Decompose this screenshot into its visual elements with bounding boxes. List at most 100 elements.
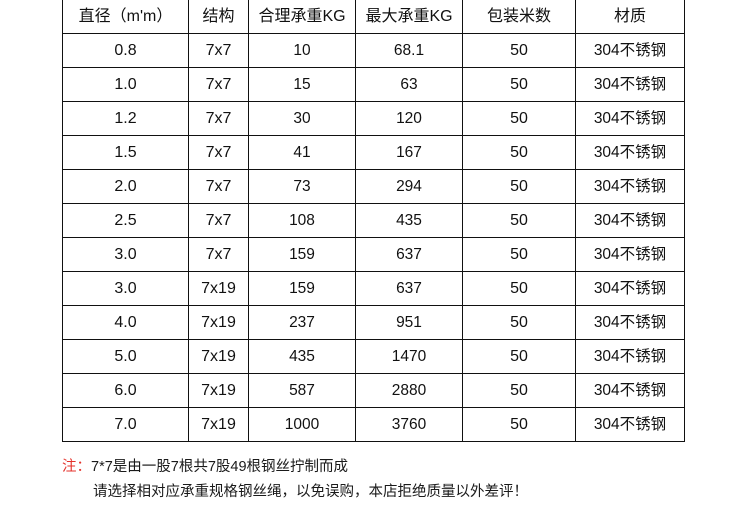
cell-diameter: 1.0 — [62, 67, 189, 102]
cell-material: 304不锈钢 — [575, 305, 685, 340]
cell-safe-load: 15 — [248, 67, 356, 102]
cell-diameter: 7.0 — [62, 407, 189, 442]
cell-structure: 7x19 — [188, 305, 249, 340]
table-row: 0.8 7x7 10 68.1 50 304不锈钢 — [62, 33, 685, 68]
cell-pack: 50 — [462, 373, 576, 408]
table-row: 1.5 7x7 41 167 50 304不锈钢 — [62, 135, 685, 170]
table-row: 3.0 7x19 159 637 50 304不锈钢 — [62, 271, 685, 306]
cell-pack: 50 — [462, 169, 576, 204]
cell-material: 304不锈钢 — [575, 135, 685, 170]
cell-material: 304不锈钢 — [575, 339, 685, 374]
cell-safe-load: 159 — [248, 271, 356, 306]
column-header-structure: 结构 — [188, 0, 249, 34]
cell-structure: 7x7 — [188, 33, 249, 68]
cell-diameter: 1.2 — [62, 101, 189, 136]
cell-max-load: 2880 — [355, 373, 463, 408]
cell-material: 304不锈钢 — [575, 407, 685, 442]
cell-pack: 50 — [462, 67, 576, 102]
cell-safe-load: 73 — [248, 169, 356, 204]
cell-diameter: 3.0 — [62, 237, 189, 272]
cell-material: 304不锈钢 — [575, 203, 685, 238]
note-label: 注： — [62, 459, 91, 475]
cell-diameter: 6.0 — [62, 373, 189, 408]
cell-safe-load: 237 — [248, 305, 356, 340]
cell-max-load: 951 — [355, 305, 463, 340]
cell-material: 304不锈钢 — [575, 67, 685, 102]
cell-pack: 50 — [462, 271, 576, 306]
cell-material: 304不锈钢 — [575, 169, 685, 204]
cell-max-load: 167 — [355, 135, 463, 170]
cell-diameter: 2.5 — [62, 203, 189, 238]
cell-max-load: 120 — [355, 101, 463, 136]
cell-pack: 50 — [462, 407, 576, 442]
table-row: 2.5 7x7 108 435 50 304不锈钢 — [62, 203, 685, 238]
cell-structure: 7x19 — [188, 339, 249, 374]
cell-structure: 7x7 — [188, 67, 249, 102]
cell-safe-load: 159 — [248, 237, 356, 272]
table-row: 7.0 7x19 1000 3760 50 304不锈钢 — [62, 407, 685, 442]
cell-structure: 7x7 — [188, 169, 249, 204]
cell-structure: 7x7 — [188, 135, 249, 170]
cell-pack: 50 — [462, 339, 576, 374]
column-header-safe-load: 合理承重KG — [248, 0, 356, 34]
cell-max-load: 68.1 — [355, 33, 463, 68]
cell-max-load: 637 — [355, 237, 463, 272]
spec-table-container: 直径（m'm） 结构 合理承重KG 最大承重KG 包装米数 材质 0.8 7x7… — [62, 0, 685, 442]
column-header-material: 材质 — [575, 0, 685, 34]
cell-structure: 7x7 — [188, 101, 249, 136]
cell-max-load: 3760 — [355, 407, 463, 442]
cell-material: 304不锈钢 — [575, 373, 685, 408]
cell-pack: 50 — [462, 33, 576, 68]
table-row: 6.0 7x19 587 2880 50 304不锈钢 — [62, 373, 685, 408]
cell-material: 304不锈钢 — [575, 237, 685, 272]
cell-safe-load: 587 — [248, 373, 356, 408]
cell-safe-load: 41 — [248, 135, 356, 170]
cell-max-load: 435 — [355, 203, 463, 238]
column-header-max-load: 最大承重KG — [355, 0, 463, 34]
cell-material: 304不锈钢 — [575, 271, 685, 306]
cell-diameter: 1.5 — [62, 135, 189, 170]
note-line-2-text: 请选择相对应承重规格钢丝绳，以免误购，本店拒绝质量以外差评！ — [93, 484, 528, 500]
cell-max-load: 63 — [355, 67, 463, 102]
cell-safe-load: 10 — [248, 33, 356, 68]
cell-structure: 7x19 — [188, 407, 249, 442]
cell-material: 304不锈钢 — [575, 101, 685, 136]
cell-structure: 7x7 — [188, 237, 249, 272]
cell-pack: 50 — [462, 101, 576, 136]
cell-diameter: 3.0 — [62, 271, 189, 306]
cell-diameter: 2.0 — [62, 169, 189, 204]
cell-diameter: 0.8 — [62, 33, 189, 68]
cell-diameter: 4.0 — [62, 305, 189, 340]
table-row: 2.0 7x7 73 294 50 304不锈钢 — [62, 169, 685, 204]
cell-pack: 50 — [462, 135, 576, 170]
cell-pack: 50 — [462, 237, 576, 272]
cell-safe-load: 30 — [248, 101, 356, 136]
column-header-pack: 包装米数 — [462, 0, 576, 34]
cell-diameter: 5.0 — [62, 339, 189, 374]
note-line-2: 请选择相对应承重规格钢丝绳，以免误购，本店拒绝质量以外差评！ — [62, 480, 722, 505]
cell-safe-load: 435 — [248, 339, 356, 374]
cell-max-load: 1470 — [355, 339, 463, 374]
table-header-row: 直径（m'm） 结构 合理承重KG 最大承重KG 包装米数 材质 — [62, 0, 685, 34]
table-row: 3.0 7x7 159 637 50 304不锈钢 — [62, 237, 685, 272]
cell-pack: 50 — [462, 203, 576, 238]
cell-structure: 7x19 — [188, 373, 249, 408]
cell-max-load: 637 — [355, 271, 463, 306]
spec-table: 直径（m'm） 结构 合理承重KG 最大承重KG 包装米数 材质 0.8 7x7… — [62, 0, 685, 442]
cell-structure: 7x7 — [188, 203, 249, 238]
cell-pack: 50 — [462, 305, 576, 340]
table-row: 4.0 7x19 237 951 50 304不锈钢 — [62, 305, 685, 340]
cell-max-load: 294 — [355, 169, 463, 204]
cell-structure: 7x19 — [188, 271, 249, 306]
column-header-diameter: 直径（m'm） — [62, 0, 189, 34]
cell-material: 304不锈钢 — [575, 33, 685, 68]
table-row: 1.0 7x7 15 63 50 304不锈钢 — [62, 67, 685, 102]
note-line-1: 注：7*7是由一股7根共7股49根钢丝拧制而成 — [62, 455, 722, 480]
cell-safe-load: 108 — [248, 203, 356, 238]
note-line-1-text: 7*7是由一股7根共7股49根钢丝拧制而成 — [91, 459, 349, 475]
spec-table-body: 0.8 7x7 10 68.1 50 304不锈钢 1.0 7x7 15 63 … — [62, 33, 685, 442]
cell-safe-load: 1000 — [248, 407, 356, 442]
table-row: 5.0 7x19 435 1470 50 304不锈钢 — [62, 339, 685, 374]
table-row: 1.2 7x7 30 120 50 304不锈钢 — [62, 101, 685, 136]
